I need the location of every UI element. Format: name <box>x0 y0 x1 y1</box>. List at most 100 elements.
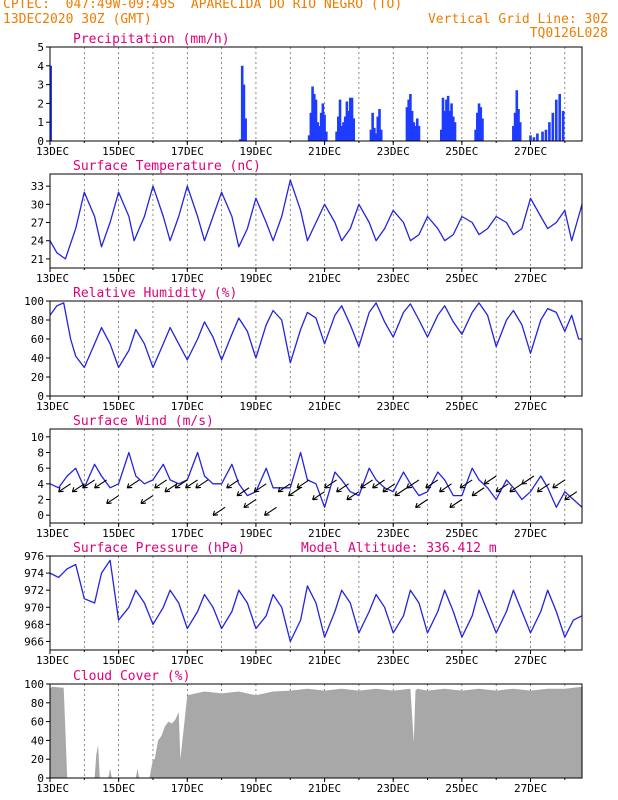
wind-arrow-head <box>394 491 401 497</box>
precip-bar <box>407 99 410 141</box>
precip-bar <box>369 129 373 141</box>
header-date: 13DEC2020 30Z (GMT) <box>3 12 152 27</box>
wind-arrow-head <box>459 483 466 489</box>
wind-arrow <box>415 499 428 508</box>
precip-bar <box>439 129 443 141</box>
precip-bar <box>532 137 536 141</box>
wind-arrow-head <box>536 487 543 493</box>
y-tick-label: 40 <box>31 734 44 747</box>
wind-arrow-head <box>509 487 515 493</box>
y-tick-label: 6 <box>37 462 44 475</box>
wind-arrow-head <box>336 487 342 493</box>
x-tick-label: 23DEC <box>377 527 410 540</box>
precip-bar <box>518 122 522 141</box>
y-tick-label: 0 <box>37 509 44 522</box>
wind-arrow-head <box>415 502 421 509</box>
wind-arrow-head <box>226 483 232 489</box>
precip-bar <box>445 99 448 141</box>
panel-frame <box>49 46 583 142</box>
wind-arrow <box>164 483 178 493</box>
wind-arrow-head <box>253 487 260 493</box>
precip-bar <box>561 110 565 141</box>
precip-bar <box>441 97 445 141</box>
y-tick-label: 20 <box>31 753 44 766</box>
y-tick-label: 10 <box>31 431 44 444</box>
y-tick-label: 40 <box>31 352 44 365</box>
precip-bar <box>242 84 246 141</box>
panel-frame <box>49 683 583 779</box>
precip-bar <box>240 65 244 141</box>
precip-bar <box>515 90 519 141</box>
x-tick-label: 15DEC <box>102 782 135 795</box>
wind-arrow <box>483 475 497 485</box>
precip-bar <box>345 101 349 141</box>
wind-arrow-head <box>449 502 455 509</box>
panel-title: Relative Humidity (%) <box>73 286 237 301</box>
wind-arrow <box>253 483 267 493</box>
wind-arrow-head <box>425 483 431 489</box>
wind-arrow <box>72 483 85 493</box>
precip-bar <box>321 103 325 141</box>
x-tick-label: 23DEC <box>377 782 410 795</box>
y-tick-label: 20 <box>31 371 44 384</box>
wind-arrow-head <box>346 494 352 501</box>
x-tick-label: 13DEC <box>36 654 69 667</box>
precip-bar <box>477 103 481 141</box>
precip-bar <box>412 122 416 141</box>
wind-arrow <box>264 506 277 516</box>
header-model-id: TQ0126L028 <box>529 26 608 41</box>
precip-bar <box>323 114 326 141</box>
wind-arrow-head <box>312 494 318 501</box>
x-tick-label: 23DEC <box>377 272 410 285</box>
wind-arrow-head <box>71 487 78 493</box>
wind-arrow <box>495 483 509 493</box>
wind-arrow-head <box>140 498 147 505</box>
y-tick-label: 970 <box>24 601 44 614</box>
precip-bar <box>544 129 548 141</box>
precip-bar <box>414 125 417 141</box>
temp-series-line <box>50 179 582 260</box>
y-tick-label: 972 <box>24 584 44 597</box>
precip-bar <box>443 110 447 141</box>
panel-frame <box>49 173 583 269</box>
wind-arrow <box>382 483 396 493</box>
wind-arrow <box>226 479 240 489</box>
wind-arrow-head <box>106 498 112 505</box>
x-tick-label: 25DEC <box>445 145 478 158</box>
wind-arrow-head <box>495 487 502 493</box>
precip-bar <box>239 139 242 141</box>
x-tick-label: 27DEC <box>514 400 547 413</box>
panel-frame <box>49 428 583 524</box>
precip-bar <box>318 125 321 141</box>
y-tick-label: 968 <box>24 618 44 631</box>
y-tick-label: 60 <box>31 716 44 729</box>
x-tick-label: 27DEC <box>514 527 547 540</box>
x-tick-label: 17DEC <box>171 272 204 285</box>
wind-arrow-head <box>296 483 303 489</box>
wind-arrow-head <box>243 502 249 509</box>
x-tick-label: 19DEC <box>239 782 272 795</box>
wind-arrow <box>372 479 385 489</box>
x-tick-label: 23DEC <box>377 145 410 158</box>
precip-bar <box>338 99 342 141</box>
precip-bar <box>244 118 247 141</box>
precip-bar <box>350 97 354 141</box>
wind-arrow-head <box>288 491 294 497</box>
y-tick-label: 4 <box>37 478 44 491</box>
precip-bar <box>446 95 450 141</box>
precip-bar <box>311 86 314 141</box>
x-tick-label: 25DEC <box>445 527 478 540</box>
wind-arrow <box>236 487 250 497</box>
precip-bar <box>316 122 320 141</box>
x-tick-label: 21DEC <box>308 782 341 795</box>
precip-bar <box>378 109 381 141</box>
x-tick-label: 15DEC <box>102 272 135 285</box>
x-tick-label: 17DEC <box>171 782 204 795</box>
wind-arrow <box>425 479 439 489</box>
y-tick-label: 1 <box>37 116 44 129</box>
panel-title: Cloud Cover (%) <box>73 669 190 684</box>
precip-bar <box>415 118 419 141</box>
precip-bar <box>410 110 414 141</box>
y-tick-label: 33 <box>31 180 44 193</box>
